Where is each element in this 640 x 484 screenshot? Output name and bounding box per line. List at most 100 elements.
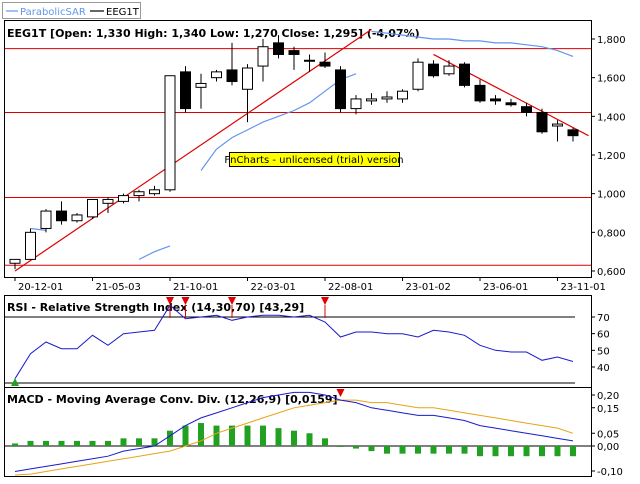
rsi-y-tick-label: 40 xyxy=(597,363,610,374)
candle-body xyxy=(71,214,83,222)
candle-body xyxy=(536,111,548,133)
rsi-panel-header: RSI - Relative Strength Index (14,30,70)… xyxy=(7,301,304,314)
macd-plot xyxy=(5,389,591,476)
macd-histogram-bar xyxy=(291,430,297,446)
price-y-tick-label: 1,000 xyxy=(597,190,626,201)
macd-histogram-bar xyxy=(58,440,65,446)
candle-up xyxy=(9,258,21,270)
candle-up xyxy=(149,185,160,196)
macd-histogram-bar xyxy=(554,446,561,457)
macd-histogram-bar xyxy=(322,438,328,446)
candle-up xyxy=(443,60,455,76)
x-tick-label: 23-06-01 xyxy=(483,282,528,293)
candle-body xyxy=(257,46,269,67)
candle-up xyxy=(381,91,393,103)
rsi-sell-marker xyxy=(321,297,329,305)
rsi-plot xyxy=(5,297,575,386)
macd-histogram-bar xyxy=(430,446,437,454)
macd-histogram-bar xyxy=(167,430,173,446)
candle-body xyxy=(381,96,393,100)
candle-body xyxy=(350,98,362,110)
x-tick-label: 20-12-01 xyxy=(18,282,63,293)
candle-body xyxy=(211,71,222,79)
candle-body xyxy=(133,191,145,197)
candle-up xyxy=(211,69,222,82)
candle-body xyxy=(304,59,315,62)
macd-line xyxy=(14,391,574,472)
candle-down xyxy=(490,95,501,105)
macd-histogram-bar xyxy=(337,446,344,447)
macd-signal-line xyxy=(14,399,574,476)
candle-body xyxy=(443,65,455,75)
macd-histogram-bar xyxy=(539,446,545,457)
price-y-tick-label: 1,200 xyxy=(597,151,626,162)
candle-down xyxy=(521,102,532,117)
candle-up xyxy=(242,64,253,123)
rsi-y-tick-label: 70 xyxy=(597,313,610,324)
candle-down xyxy=(319,52,331,68)
candle-body xyxy=(226,69,238,83)
candle-down xyxy=(428,60,439,78)
macd-histogram-bar xyxy=(120,438,127,446)
candle-down xyxy=(474,79,486,103)
sar-line xyxy=(371,30,574,57)
macd-histogram-bar xyxy=(244,425,251,446)
candle-body xyxy=(412,61,424,90)
candle-body xyxy=(273,42,284,55)
macd-histogram-bar xyxy=(105,440,111,446)
candle-body xyxy=(102,198,114,204)
candle-up xyxy=(25,228,36,260)
candle-down xyxy=(180,66,191,113)
candle-body xyxy=(118,195,129,202)
price-y-tick-label: 1,800 xyxy=(597,35,626,46)
price-y-tick-label: 1,600 xyxy=(597,74,626,85)
macd-histogram-bar xyxy=(523,446,530,457)
macd-histogram-bar xyxy=(43,440,49,446)
macd-histogram-bar xyxy=(461,446,468,454)
rsi-y-tick-label: 50 xyxy=(597,346,610,357)
price-y-tick-label: 1,400 xyxy=(597,112,626,123)
candle-body xyxy=(397,90,408,100)
candle-up xyxy=(87,198,98,219)
macd-histogram-bar xyxy=(384,446,390,454)
price-panel-header: EEG1T [Open: 1,330 High: 1,340 Low: 1,27… xyxy=(7,27,420,40)
x-tick-label: 23-01-02 xyxy=(406,282,451,293)
macd-y-tick-label: 0,20 xyxy=(597,391,619,402)
candle-body xyxy=(56,210,67,222)
candle-up xyxy=(164,75,176,192)
candle-down xyxy=(459,62,470,88)
candle-up xyxy=(195,73,207,109)
candle-body xyxy=(366,98,377,102)
rsi-sell-marker xyxy=(166,297,174,305)
macd-histogram-bar xyxy=(492,446,499,457)
candle-up xyxy=(366,93,377,105)
macd-histogram-bar xyxy=(182,425,189,446)
candle-body xyxy=(505,102,517,106)
candle-body xyxy=(459,63,470,86)
macd-panel-header: MACD - Moving Average Conv. Div. (12,26,… xyxy=(7,393,338,406)
macd-y-tick-label: 0,05 xyxy=(597,429,619,440)
candle-body xyxy=(149,189,160,195)
candle-body xyxy=(9,258,21,264)
candle-body xyxy=(242,67,253,90)
sar-line xyxy=(138,245,171,260)
candle-body xyxy=(319,61,331,67)
candle-up xyxy=(40,209,52,233)
candle-up xyxy=(304,54,315,72)
x-tick-label: 21-05-03 xyxy=(96,282,141,293)
candle-up xyxy=(412,58,424,92)
x-tick-label: 21-10-01 xyxy=(173,282,218,293)
macd-sell-marker xyxy=(336,389,345,397)
candle-body xyxy=(40,210,52,229)
macd-histogram-bar xyxy=(198,423,204,446)
rsi-sell-marker xyxy=(181,297,190,305)
sar-line xyxy=(30,227,47,231)
candle-down xyxy=(273,35,284,59)
axes: 1,800 1,600 1,400 1,200 1,000 0,800 0,600 70 60 5… xyxy=(14,35,626,478)
macd-histogram-bar xyxy=(260,425,266,446)
candle-body xyxy=(87,198,98,218)
price-plot xyxy=(5,28,591,272)
rsi-buy-marker xyxy=(11,378,19,386)
macd-histogram-bar xyxy=(446,446,452,454)
